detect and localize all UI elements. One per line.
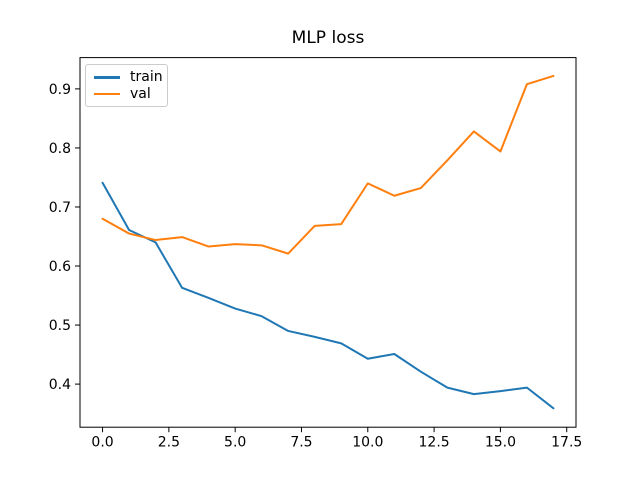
y-tick-label: 0.7 — [49, 200, 71, 216]
y-tick-label: 0.6 — [49, 259, 71, 275]
x-tick-label: 10.0 — [352, 435, 383, 451]
y-tick-label: 0.9 — [49, 82, 71, 98]
val-line — [101, 74, 555, 255]
legend-label-val: val — [130, 85, 151, 102]
x-tick-label: 7.5 — [290, 435, 312, 451]
val-line-swatch — [94, 92, 120, 95]
y-tick-label: 0.5 — [49, 318, 71, 334]
legend-label-train: train — [130, 69, 163, 86]
y-tick-label: 0.8 — [49, 141, 71, 157]
legend-item-val: val — [94, 86, 159, 103]
legend: train val — [85, 64, 168, 107]
train-line-swatch — [94, 76, 120, 79]
x-tick-label: 5.0 — [224, 435, 246, 451]
x-tick-label: 17.5 — [551, 435, 582, 451]
x-tick-label: 2.5 — [158, 435, 180, 451]
x-tick-label: 12.5 — [419, 435, 450, 451]
y-tick-label: 0.4 — [49, 377, 71, 393]
axes-frame — [79, 57, 577, 428]
chart-title: MLP loss — [292, 28, 365, 48]
train-line — [101, 181, 555, 410]
x-tick-label: 15.0 — [485, 435, 516, 451]
legend-item-train: train — [94, 69, 163, 86]
x-tick-label: 0.0 — [91, 435, 113, 451]
